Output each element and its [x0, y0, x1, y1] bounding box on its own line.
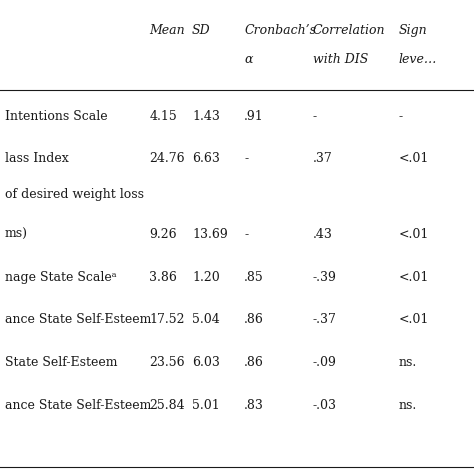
- Text: <.01: <.01: [398, 313, 428, 327]
- Text: with DIS: with DIS: [313, 53, 368, 66]
- Text: Intentions Scale: Intentions Scale: [5, 109, 108, 123]
- Text: -: -: [313, 109, 317, 123]
- Text: -: -: [398, 109, 402, 123]
- Text: .91: .91: [244, 109, 264, 123]
- Text: <.01: <.01: [398, 228, 428, 241]
- Text: nage State Scaleᵃ: nage State Scaleᵃ: [5, 271, 116, 284]
- Text: Mean: Mean: [149, 24, 185, 37]
- Text: .43: .43: [313, 228, 333, 241]
- Text: 3.86: 3.86: [149, 271, 177, 284]
- Text: ns.: ns.: [398, 356, 417, 369]
- Text: -: -: [244, 152, 248, 165]
- Text: .86: .86: [244, 313, 264, 327]
- Text: Correlation: Correlation: [313, 24, 385, 37]
- Text: leve…: leve…: [398, 53, 437, 66]
- Text: .37: .37: [313, 152, 333, 165]
- Text: ance State Self-Esteem: ance State Self-Esteem: [5, 399, 151, 412]
- Text: Sign: Sign: [398, 24, 427, 37]
- Text: 1.43: 1.43: [192, 109, 220, 123]
- Text: of desired weight loss: of desired weight loss: [5, 188, 144, 201]
- Text: ns.: ns.: [398, 399, 417, 412]
- Text: .83: .83: [244, 399, 264, 412]
- Text: .86: .86: [244, 356, 264, 369]
- Text: 13.69: 13.69: [192, 228, 228, 241]
- Text: 24.76: 24.76: [149, 152, 185, 165]
- Text: 6.03: 6.03: [192, 356, 220, 369]
- Text: -.39: -.39: [313, 271, 337, 284]
- Text: ance State Self-Esteem: ance State Self-Esteem: [5, 313, 151, 327]
- Text: 9.26: 9.26: [149, 228, 177, 241]
- Text: <.01: <.01: [398, 152, 428, 165]
- Text: 4.15: 4.15: [149, 109, 177, 123]
- Text: 5.04: 5.04: [192, 313, 220, 327]
- Text: 25.84: 25.84: [149, 399, 185, 412]
- Text: <.01: <.01: [398, 271, 428, 284]
- Text: SD: SD: [192, 24, 210, 37]
- Text: α: α: [244, 53, 253, 66]
- Text: -.03: -.03: [313, 399, 337, 412]
- Text: -.37: -.37: [313, 313, 337, 327]
- Text: lass Index: lass Index: [5, 152, 68, 165]
- Text: State Self-Esteem: State Self-Esteem: [5, 356, 117, 369]
- Text: Cronbach’s: Cronbach’s: [244, 24, 316, 37]
- Text: -.09: -.09: [313, 356, 337, 369]
- Text: 17.52: 17.52: [149, 313, 185, 327]
- Text: 6.63: 6.63: [192, 152, 220, 165]
- Text: -: -: [244, 228, 248, 241]
- Text: 5.01: 5.01: [192, 399, 220, 412]
- Text: 23.56: 23.56: [149, 356, 185, 369]
- Text: ms): ms): [5, 228, 28, 241]
- Text: .85: .85: [244, 271, 264, 284]
- Text: 1.20: 1.20: [192, 271, 220, 284]
